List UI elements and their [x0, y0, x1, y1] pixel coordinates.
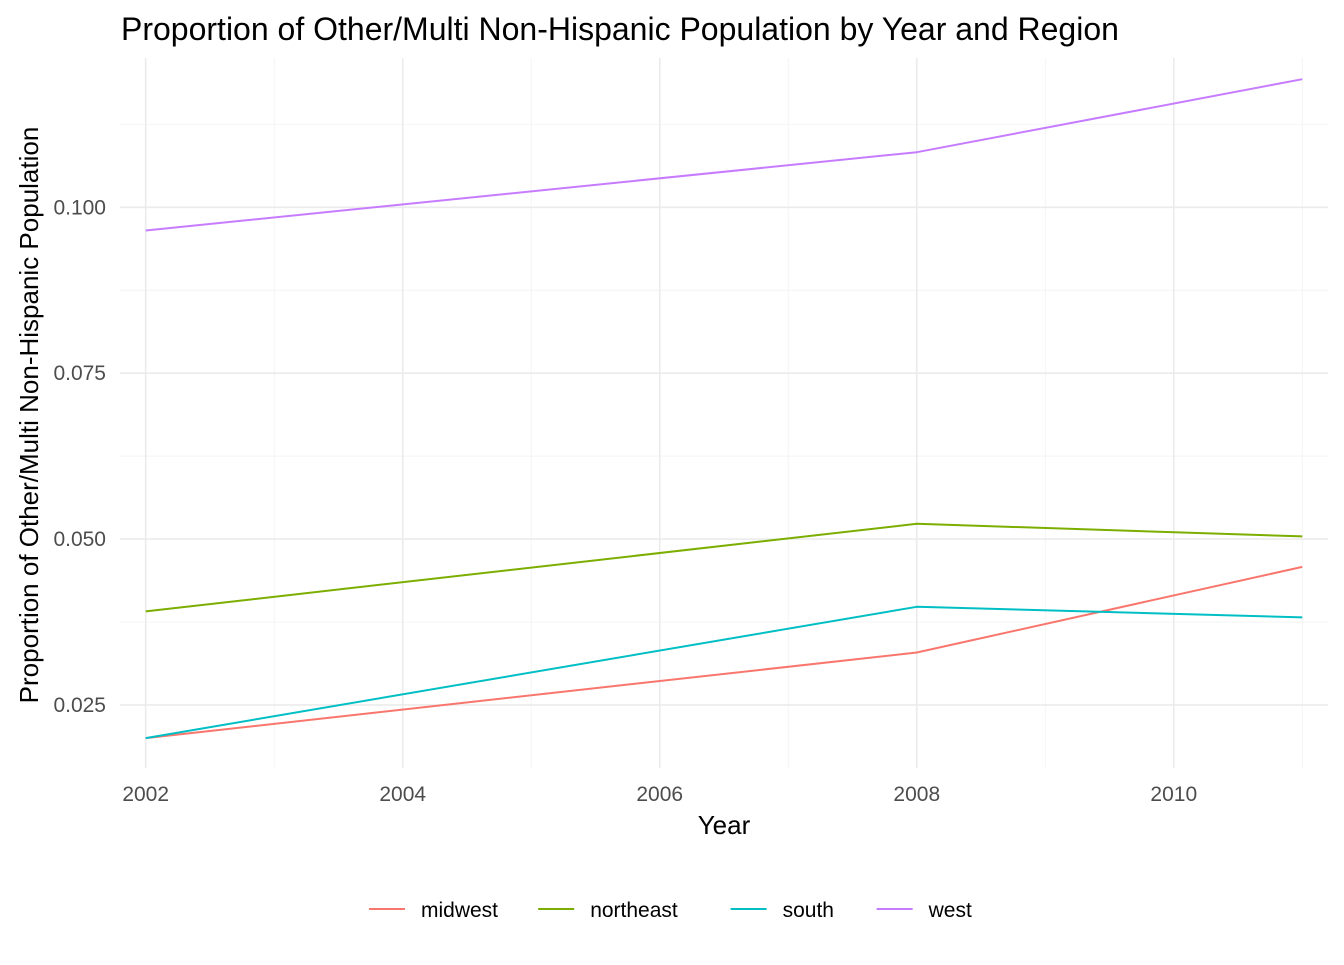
legend-label-west: west: [928, 899, 972, 922]
y-axis-title: Proportion of Other/Multi Non-Hispanic P…: [14, 127, 44, 704]
x-tick-label: 2008: [893, 783, 940, 806]
series-line-west: [145, 78, 1303, 232]
x-tick-label: 2004: [379, 783, 426, 806]
x-tick-label: 2002: [122, 783, 169, 806]
legend-label-midwest: midwest: [421, 899, 498, 922]
legend: midwest northeast south west: [369, 899, 972, 922]
chart-title: Proportion of Other/Multi Non-Hispanic P…: [121, 11, 1119, 47]
x-tick-label: 2010: [1150, 783, 1197, 806]
x-axis-title: Year: [698, 810, 751, 840]
y-tick-label: 0.050: [53, 528, 106, 551]
series-lines: [145, 78, 1303, 740]
y-tick-label: 0.025: [53, 694, 106, 717]
x-tick-label: 2006: [636, 783, 683, 806]
series-line-midwest: [145, 565, 1303, 740]
legend-label-south: south: [783, 899, 834, 922]
series-line-northeast: [145, 522, 1303, 613]
grid: [120, 58, 1328, 768]
y-tick-label: 0.100: [53, 196, 106, 219]
series-line-south: [145, 605, 1303, 740]
legend-label-northeast: northeast: [590, 899, 678, 922]
x-axis-ticks: 2002 2004 2006 2008 2010: [122, 783, 1197, 806]
y-tick-label: 0.075: [53, 362, 106, 385]
y-axis-ticks: 0.025 0.050 0.075 0.100: [53, 196, 106, 717]
